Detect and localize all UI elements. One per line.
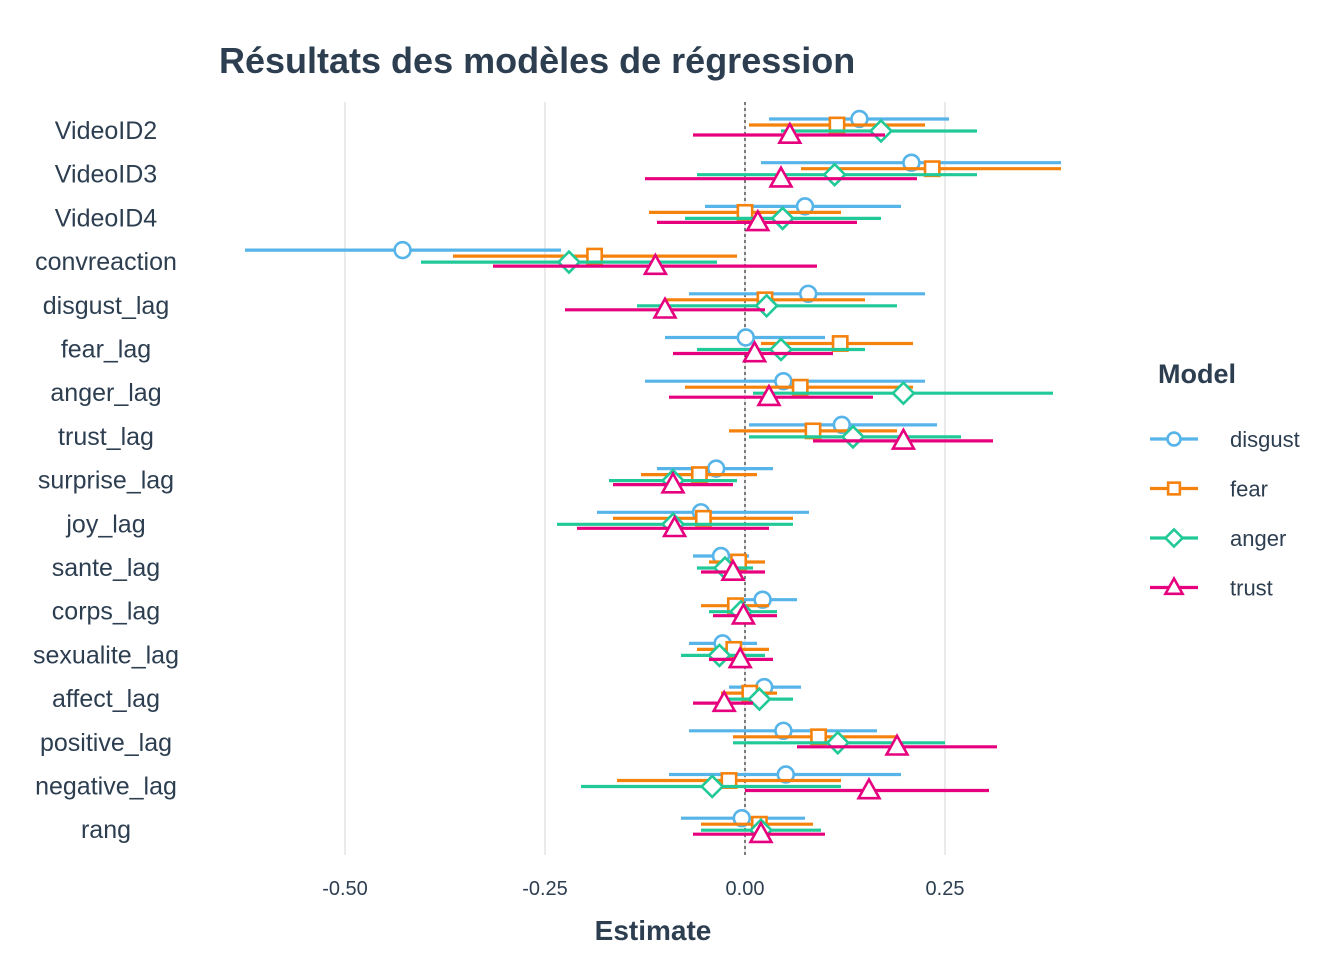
- point-marker: [756, 383, 782, 407]
- point-marker: [736, 328, 756, 347]
- point-marker: [1163, 527, 1185, 549]
- point-marker: [660, 470, 686, 494]
- point-marker: [902, 153, 921, 172]
- point-marker: [1163, 575, 1185, 596]
- point-marker: [393, 240, 412, 260]
- x-tick-label: -0.50: [322, 878, 368, 900]
- point-marker: [748, 820, 774, 844]
- y-tick-label: affect_lag: [52, 685, 160, 713]
- y-tick-label: convreaction: [35, 248, 177, 276]
- point-marker: [774, 371, 793, 391]
- point-marker: [850, 109, 869, 129]
- y-tick-label: joy_lag: [65, 510, 145, 538]
- y-tick-label: trust_lag: [58, 423, 154, 451]
- y-tick-label: VideoID2: [55, 117, 157, 145]
- legend-title: Model: [1158, 359, 1236, 389]
- point-marker: [774, 721, 793, 741]
- point-marker: [711, 689, 737, 713]
- x-tick-label: 0.00: [726, 878, 765, 900]
- point-marker: [720, 558, 746, 582]
- point-marker: [777, 121, 803, 144]
- legend-item-anger: anger: [1150, 526, 1286, 551]
- chart-title: Résultats des modèles de régression: [219, 40, 855, 81]
- legend-item-fear: fear: [1150, 477, 1268, 502]
- point-marker: [825, 730, 851, 756]
- point-marker: [699, 774, 725, 799]
- x-tick-label: -0.25: [522, 878, 568, 900]
- y-tick-label: sexualite_lag: [33, 641, 179, 669]
- point-marker: [652, 296, 678, 319]
- x-axis-label: Estimate: [595, 915, 712, 946]
- point-marker: [795, 197, 815, 216]
- x-tick-label: 0.25: [926, 878, 965, 900]
- point-marker: [798, 284, 818, 304]
- series-trust: [493, 121, 997, 844]
- y-tick-label: VideoID4: [55, 204, 157, 232]
- grid-layer: [344, 102, 946, 855]
- point-marker: [753, 590, 772, 609]
- point-marker: [730, 602, 757, 625]
- y-tick-label: positive_lag: [40, 729, 172, 757]
- y-tick-label: anger_lag: [50, 379, 161, 407]
- legend-item-disgust: disgust: [1150, 427, 1300, 452]
- legend-label: disgust: [1230, 427, 1300, 452]
- point-marker: [732, 808, 752, 828]
- x-axis-tick-labels: -0.50 -0.25 0.00 0.25: [322, 878, 964, 900]
- legend-item-trust: trust: [1150, 576, 1273, 601]
- point-marker: [891, 380, 916, 406]
- y-tick-label: rang: [81, 816, 131, 844]
- point-marker: [745, 208, 771, 232]
- point-marker: [642, 252, 669, 276]
- y-tick-label: corps_lag: [52, 598, 160, 626]
- point-marker: [832, 415, 852, 435]
- point-marker: [747, 686, 772, 712]
- y-tick-label: fear_lag: [61, 336, 151, 364]
- point-marker: [741, 339, 768, 363]
- point-marker: [661, 514, 688, 538]
- legend: Model disgust fear anger trust: [1150, 359, 1300, 601]
- point-marker: [1166, 481, 1182, 496]
- y-tick-label: VideoID3: [55, 161, 157, 189]
- point-marker: [706, 459, 726, 478]
- y-axis-tick-labels: VideoID2 VideoID3 VideoID4 convreaction disg…: [33, 117, 179, 844]
- point-marker: [890, 427, 917, 450]
- legend-label: trust: [1230, 576, 1273, 601]
- legend-label: anger: [1230, 526, 1286, 551]
- y-tick-label: disgust_lag: [43, 292, 169, 320]
- y-tick-label: surprise_lag: [38, 467, 174, 495]
- point-marker: [1166, 431, 1182, 447]
- series-disgust: [245, 109, 1061, 828]
- point-marker: [884, 733, 910, 756]
- point-marker: [856, 776, 882, 800]
- y-tick-label: negative_lag: [35, 773, 177, 801]
- point-marker: [776, 765, 796, 784]
- y-tick-label: sante_lag: [52, 554, 160, 582]
- series-layer: [245, 109, 1061, 844]
- point-marker: [768, 165, 794, 188]
- legend-label: fear: [1230, 477, 1268, 502]
- point-marker: [727, 645, 753, 669]
- series-anger: [421, 118, 1053, 843]
